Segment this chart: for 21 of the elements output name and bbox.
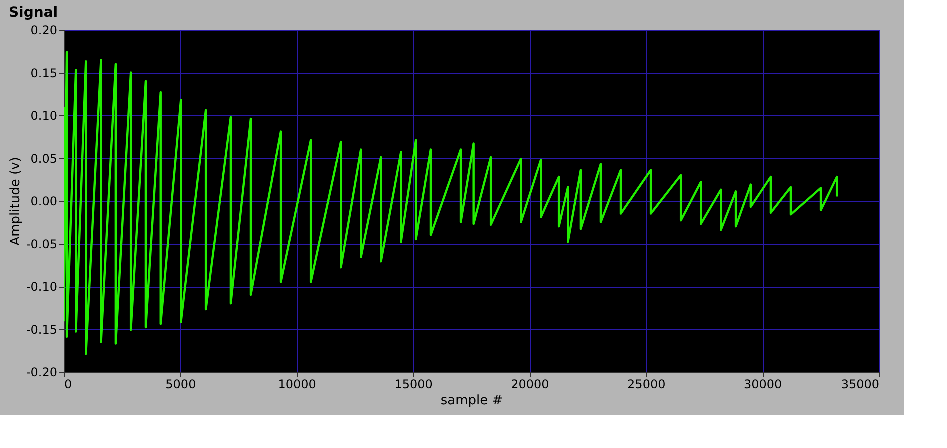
y-tick-label: -0.20 bbox=[26, 366, 58, 380]
x-axis-title: sample # bbox=[440, 394, 504, 408]
y-tick-label: 0.00 bbox=[30, 194, 58, 208]
y-tick-label: 0.10 bbox=[30, 109, 58, 123]
x-tick-label: 5000 bbox=[166, 378, 196, 392]
x-tick-label: 15000 bbox=[394, 378, 433, 392]
x-tick-label: 20000 bbox=[511, 378, 550, 392]
y-tick-label: 0.15 bbox=[30, 66, 58, 80]
x-tick-label: 25000 bbox=[628, 378, 666, 392]
x-tick-label: 35000 bbox=[841, 378, 880, 392]
line-series bbox=[64, 51, 838, 356]
chart-title: Signal bbox=[8, 5, 58, 21]
y-tick-label: -0.05 bbox=[26, 237, 58, 252]
x-tick-label: 30000 bbox=[744, 378, 782, 392]
y-axis-title: Amplitude (v) bbox=[8, 157, 24, 246]
y-tick-label: -0.10 bbox=[26, 280, 58, 294]
x-tick-label: 0 bbox=[64, 378, 72, 392]
x-tick-label: 10000 bbox=[278, 378, 316, 392]
y-tick-label: 0.05 bbox=[30, 152, 58, 166]
y-tick-label: -0.15 bbox=[26, 322, 58, 337]
y-tick-label: 0.20 bbox=[30, 24, 58, 38]
